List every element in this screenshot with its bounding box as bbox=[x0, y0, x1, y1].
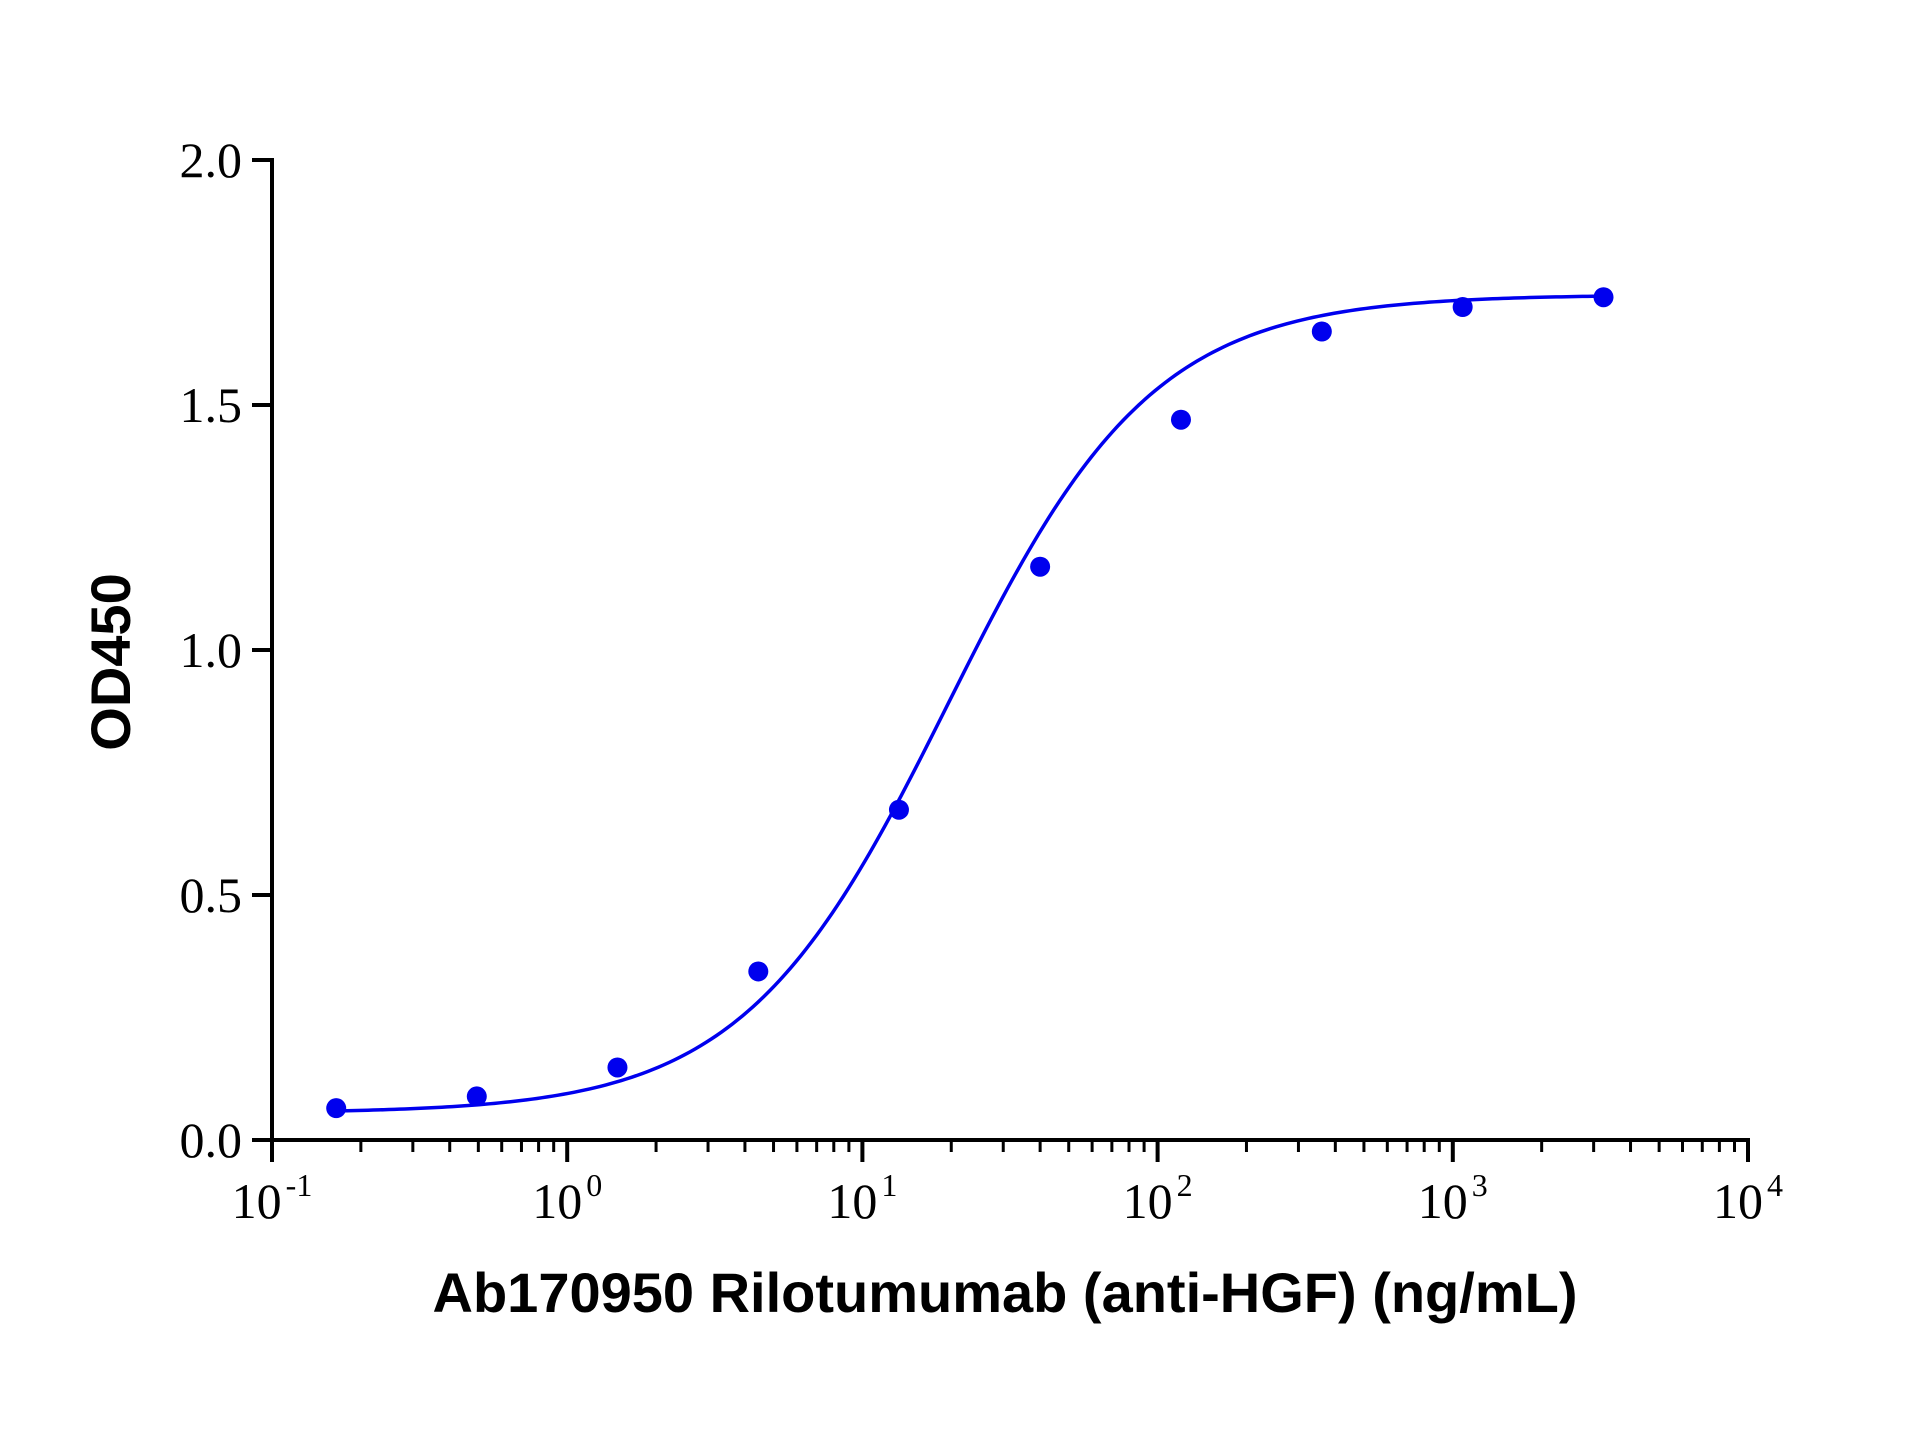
data-point bbox=[1593, 287, 1614, 308]
y-tick-label: 2.0 bbox=[180, 132, 243, 188]
axes: 0.0 0.5 1.0 1.5 2.0 10 -1 10 0 10 1 10 2 10 3 10 4 bbox=[180, 132, 1784, 1229]
y-tick-label: 0.0 bbox=[180, 1112, 243, 1168]
data-point bbox=[888, 799, 909, 820]
fit-curve bbox=[336, 294, 1604, 1113]
data-points-layer bbox=[326, 287, 1614, 1119]
data-point bbox=[748, 961, 769, 982]
y-tick-label: 1.0 bbox=[180, 622, 243, 678]
x-tick-label: 10 2 bbox=[1123, 1167, 1193, 1229]
x-tick-label: 10 1 bbox=[827, 1167, 897, 1229]
fit-curve-layer bbox=[336, 294, 1604, 1113]
data-point bbox=[466, 1086, 487, 1107]
y-tick-label: 0.5 bbox=[180, 867, 243, 923]
y-tick-label: 1.5 bbox=[180, 377, 243, 433]
y-axis-title: OD450 bbox=[79, 573, 142, 750]
data-point bbox=[1030, 556, 1051, 577]
data-point bbox=[1311, 321, 1332, 342]
x-tick-label: 10 -1 bbox=[232, 1167, 313, 1229]
x-tick-label: 10 3 bbox=[1418, 1167, 1488, 1229]
data-point bbox=[607, 1057, 628, 1078]
data-point bbox=[1452, 297, 1473, 317]
x-tick-label: 10 0 bbox=[532, 1167, 602, 1229]
x-axis-title: Ab170950 Rilotumumab (anti-HGF) (ng/mL) bbox=[433, 1261, 1578, 1324]
data-point bbox=[1170, 409, 1191, 430]
x-tick-label: 10 4 bbox=[1713, 1167, 1783, 1229]
data-point bbox=[326, 1098, 347, 1119]
